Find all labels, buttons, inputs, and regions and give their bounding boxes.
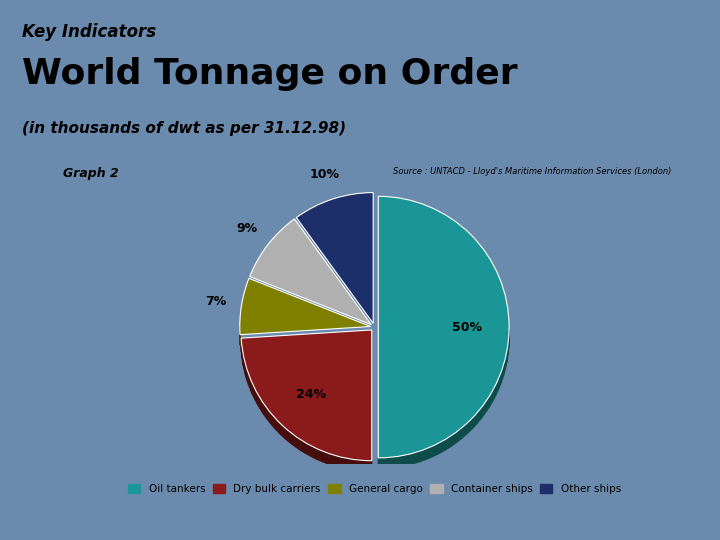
Polygon shape	[266, 407, 268, 420]
Polygon shape	[359, 460, 361, 471]
Polygon shape	[496, 378, 499, 395]
Polygon shape	[438, 440, 445, 454]
Polygon shape	[289, 431, 291, 443]
Polygon shape	[399, 455, 406, 467]
Polygon shape	[342, 457, 345, 469]
Polygon shape	[317, 449, 320, 461]
Polygon shape	[245, 361, 246, 375]
Polygon shape	[279, 422, 281, 435]
Polygon shape	[248, 374, 250, 388]
Polygon shape	[264, 404, 266, 417]
Polygon shape	[305, 442, 307, 455]
Wedge shape	[241, 330, 372, 461]
Polygon shape	[445, 436, 451, 450]
Polygon shape	[332, 455, 336, 466]
Polygon shape	[258, 395, 260, 409]
Polygon shape	[323, 451, 326, 463]
Polygon shape	[365, 461, 369, 471]
Text: (in thousands of dwt as per 31.12.98): (in thousands of dwt as per 31.12.98)	[22, 121, 346, 136]
Polygon shape	[294, 435, 297, 447]
Polygon shape	[492, 384, 496, 401]
Polygon shape	[451, 432, 456, 447]
Polygon shape	[505, 352, 507, 369]
Polygon shape	[320, 450, 323, 462]
Wedge shape	[250, 219, 372, 325]
Polygon shape	[252, 383, 253, 397]
Polygon shape	[406, 453, 413, 465]
Wedge shape	[297, 193, 373, 323]
Polygon shape	[260, 398, 262, 411]
Text: 9%: 9%	[237, 222, 258, 235]
Polygon shape	[251, 380, 252, 394]
Text: Graph 2: Graph 2	[63, 167, 119, 180]
Polygon shape	[419, 449, 426, 462]
Polygon shape	[348, 458, 352, 470]
Polygon shape	[297, 437, 300, 449]
Polygon shape	[246, 368, 248, 381]
Polygon shape	[369, 461, 372, 471]
Wedge shape	[378, 197, 509, 458]
Polygon shape	[338, 456, 342, 468]
Polygon shape	[281, 424, 284, 437]
Polygon shape	[355, 460, 359, 470]
Polygon shape	[413, 451, 419, 464]
Polygon shape	[477, 408, 481, 424]
Polygon shape	[274, 417, 276, 430]
Polygon shape	[270, 412, 272, 425]
Text: Source : UNTACD - Lloyd's Maritime Information Services (London): Source : UNTACD - Lloyd's Maritime Infor…	[393, 167, 671, 176]
Polygon shape	[286, 429, 289, 441]
Polygon shape	[257, 393, 258, 406]
Polygon shape	[392, 456, 399, 468]
Wedge shape	[240, 278, 371, 335]
Polygon shape	[244, 358, 245, 372]
Text: World Tonnage on Order: World Tonnage on Order	[22, 57, 517, 91]
Text: 24%: 24%	[296, 388, 326, 401]
Legend: Oil tankers, Dry bulk carriers, General cargo, Container ships, Other ships: Oil tankers, Dry bulk carriers, General …	[127, 484, 621, 494]
Polygon shape	[481, 402, 485, 418]
Polygon shape	[432, 443, 438, 457]
Text: Key Indicators: Key Indicators	[22, 23, 156, 40]
Polygon shape	[345, 458, 348, 469]
Polygon shape	[456, 428, 462, 442]
Polygon shape	[314, 447, 317, 459]
Polygon shape	[300, 439, 302, 451]
Polygon shape	[284, 427, 286, 439]
Text: 7%: 7%	[205, 295, 226, 308]
Polygon shape	[307, 444, 311, 456]
Polygon shape	[352, 459, 355, 470]
Polygon shape	[302, 441, 305, 453]
Polygon shape	[507, 345, 508, 362]
Text: 50%: 50%	[452, 321, 482, 334]
Polygon shape	[426, 446, 432, 460]
Text: 10%: 10%	[310, 167, 340, 181]
Polygon shape	[329, 454, 332, 465]
Polygon shape	[499, 372, 501, 388]
Polygon shape	[501, 365, 503, 382]
Polygon shape	[385, 457, 392, 468]
Polygon shape	[268, 409, 270, 422]
Polygon shape	[255, 389, 257, 403]
Polygon shape	[503, 358, 505, 375]
Polygon shape	[326, 453, 329, 464]
Polygon shape	[262, 401, 264, 414]
Polygon shape	[361, 460, 365, 471]
Polygon shape	[253, 387, 255, 400]
Polygon shape	[272, 414, 274, 427]
Polygon shape	[291, 433, 294, 446]
Polygon shape	[276, 420, 279, 432]
Polygon shape	[472, 413, 477, 429]
Polygon shape	[250, 377, 251, 391]
Polygon shape	[311, 446, 314, 457]
Polygon shape	[378, 458, 385, 468]
Polygon shape	[485, 396, 489, 413]
Polygon shape	[336, 456, 338, 467]
Polygon shape	[467, 418, 472, 434]
Polygon shape	[462, 423, 467, 438]
Polygon shape	[489, 390, 492, 407]
